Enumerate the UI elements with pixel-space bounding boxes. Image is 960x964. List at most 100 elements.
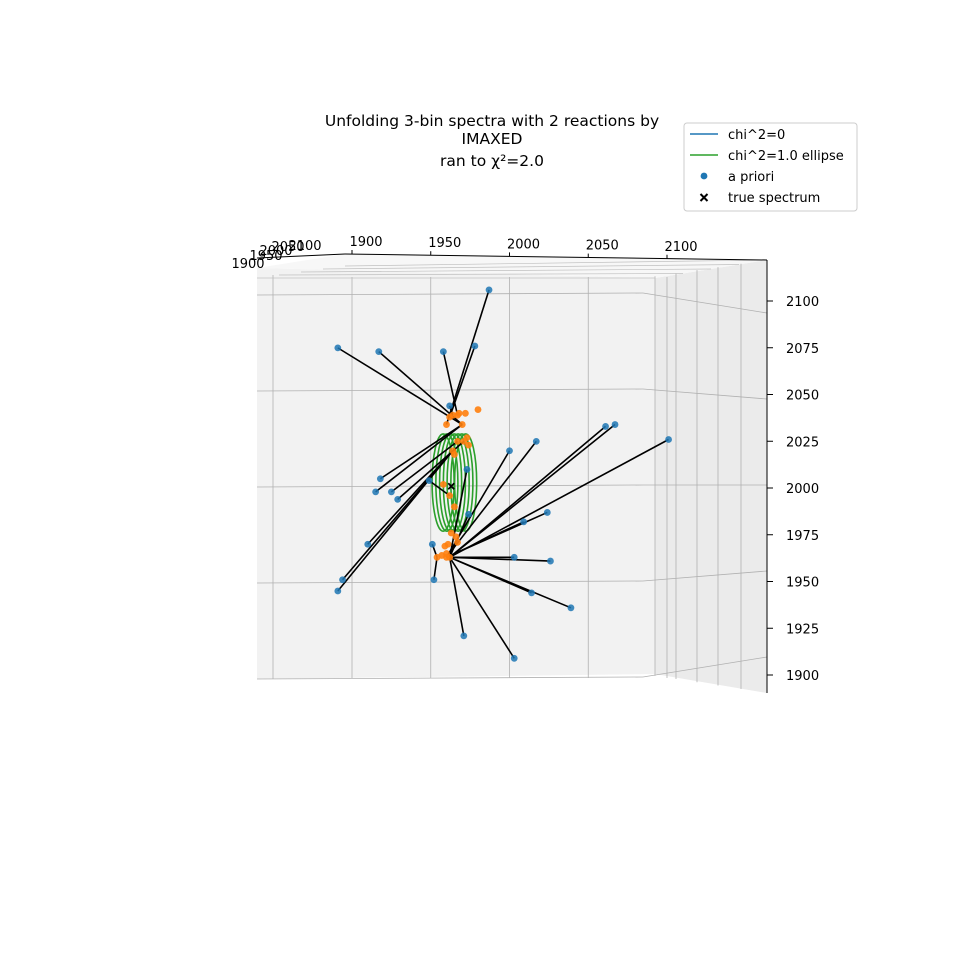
axis-lines	[256, 253, 768, 693]
unfolded-point	[452, 533, 460, 541]
z-tick-label: 1950	[786, 576, 819, 591]
apriori-point	[520, 518, 528, 526]
x-axis-ticks: 1900 1950 2000 2050 2100	[349, 235, 698, 259]
z-gridline-side	[642, 656, 768, 678]
title-line-1: Unfolding 3-bin spectra with 2 reactions…	[325, 112, 659, 130]
y-tick-label: 1900	[231, 257, 264, 272]
unfolded-point	[455, 409, 463, 417]
connector-line	[337, 450, 454, 592]
chi2-ellipse-ring	[453, 433, 478, 532]
apriori-point	[665, 436, 672, 443]
z-tick-label: 2000	[786, 482, 819, 497]
apriori-point	[485, 286, 493, 294]
chi2-ellipse-ring	[446, 433, 470, 532]
back-pane	[257, 268, 655, 679]
z-tick-label: 1900	[786, 669, 819, 684]
x-tick-label: 2100	[664, 240, 697, 255]
x-tick-label: 2050	[586, 239, 619, 254]
unfolded-point	[447, 529, 455, 537]
legend-label-true: true spectrum	[728, 191, 820, 206]
apriori-point	[334, 344, 342, 352]
x-tick-label: 2000	[507, 237, 540, 252]
apriori-point	[446, 402, 454, 410]
apriori-point	[506, 447, 513, 455]
connector-line	[445, 289, 490, 425]
chart-title: Unfolding 3-bin spectra with 2 reactions…	[325, 112, 659, 170]
unfolded-point	[450, 451, 458, 458]
unfolded-point	[474, 406, 482, 413]
legend-frame	[683, 122, 858, 212]
unfolded-point	[450, 503, 458, 511]
apriori-point	[425, 477, 433, 485]
unfolded-point	[463, 434, 471, 442]
connector-line	[390, 440, 459, 493]
apriori-point	[463, 466, 471, 473]
unfolded-point	[446, 492, 454, 500]
apriori-point	[376, 475, 384, 483]
z-gridline	[256, 388, 644, 392]
apriori-point	[372, 488, 380, 496]
unfolded-point	[443, 421, 450, 428]
true-spectrum-cross	[447, 482, 455, 490]
legend-label-apriori: a priori	[728, 170, 774, 185]
top-gridline	[278, 273, 684, 276]
apriori-point	[543, 509, 551, 516]
z-gridline	[256, 292, 644, 296]
legend-label-chi0: chi^2=0	[728, 128, 785, 143]
right-side-pane	[655, 260, 767, 693]
z-axis-ticks: 1900 1925 1950 1975 2000 2025 2050 2075 2100	[767, 295, 819, 684]
z-tick-label: 1925	[786, 622, 819, 637]
connector-line	[448, 345, 476, 418]
connector-line	[428, 480, 451, 497]
apriori-point	[339, 576, 346, 584]
apriori-point	[460, 632, 468, 640]
legend: chi^2=0 chi^2=1.0 ellipse a priori true …	[683, 122, 858, 212]
connector-line	[445, 440, 537, 558]
top-gridline	[322, 264, 740, 270]
connector-line	[375, 423, 463, 493]
y-tick-label: 2100	[288, 239, 321, 254]
x-tick-label: 1900	[349, 235, 382, 250]
title-line-3: ran to χ²=2.0	[440, 152, 544, 170]
apriori-to-solution-lines	[337, 289, 669, 659]
title-line-2: IMAXED	[462, 130, 523, 148]
unfolded-points	[433, 406, 482, 561]
apriori-points	[334, 286, 672, 662]
connector-line	[367, 450, 454, 545]
apriori-point	[465, 510, 472, 518]
z-gridline	[256, 580, 644, 584]
z-gridline-side	[642, 570, 768, 582]
connector-line	[448, 557, 465, 637]
unfolded-point	[462, 409, 469, 417]
apriori-point	[387, 488, 395, 496]
unfolded-point	[454, 437, 461, 445]
axes-panes	[257, 254, 767, 693]
unfolded-point	[446, 553, 454, 561]
connector-line	[449, 423, 616, 558]
connector-line	[448, 556, 515, 659]
connector-line	[449, 556, 572, 609]
apriori-point	[602, 423, 609, 430]
apriori-point	[611, 421, 619, 428]
apriori-point	[394, 495, 402, 503]
x-tick-label: 1950	[428, 236, 461, 251]
z-tick-label: 2025	[786, 435, 819, 450]
apriori-point	[375, 348, 383, 356]
connector-line	[449, 556, 551, 562]
apriori-point	[528, 589, 535, 597]
apriori-point	[547, 557, 554, 565]
apriori-point	[364, 540, 372, 548]
apriori-point	[334, 587, 342, 595]
legend-label-ellipse: chi^2=1.0 ellipse	[728, 149, 844, 164]
unfolded-point	[458, 421, 466, 428]
legend-handle-apriori-dot	[700, 172, 708, 180]
apriori-point	[430, 576, 438, 584]
connector-line	[449, 438, 669, 559]
z-gridline-side	[642, 292, 768, 314]
connector-line	[378, 351, 463, 426]
apriori-point	[428, 540, 436, 548]
legend-handle-true-cross	[699, 193, 709, 202]
z-gridline	[256, 676, 644, 680]
